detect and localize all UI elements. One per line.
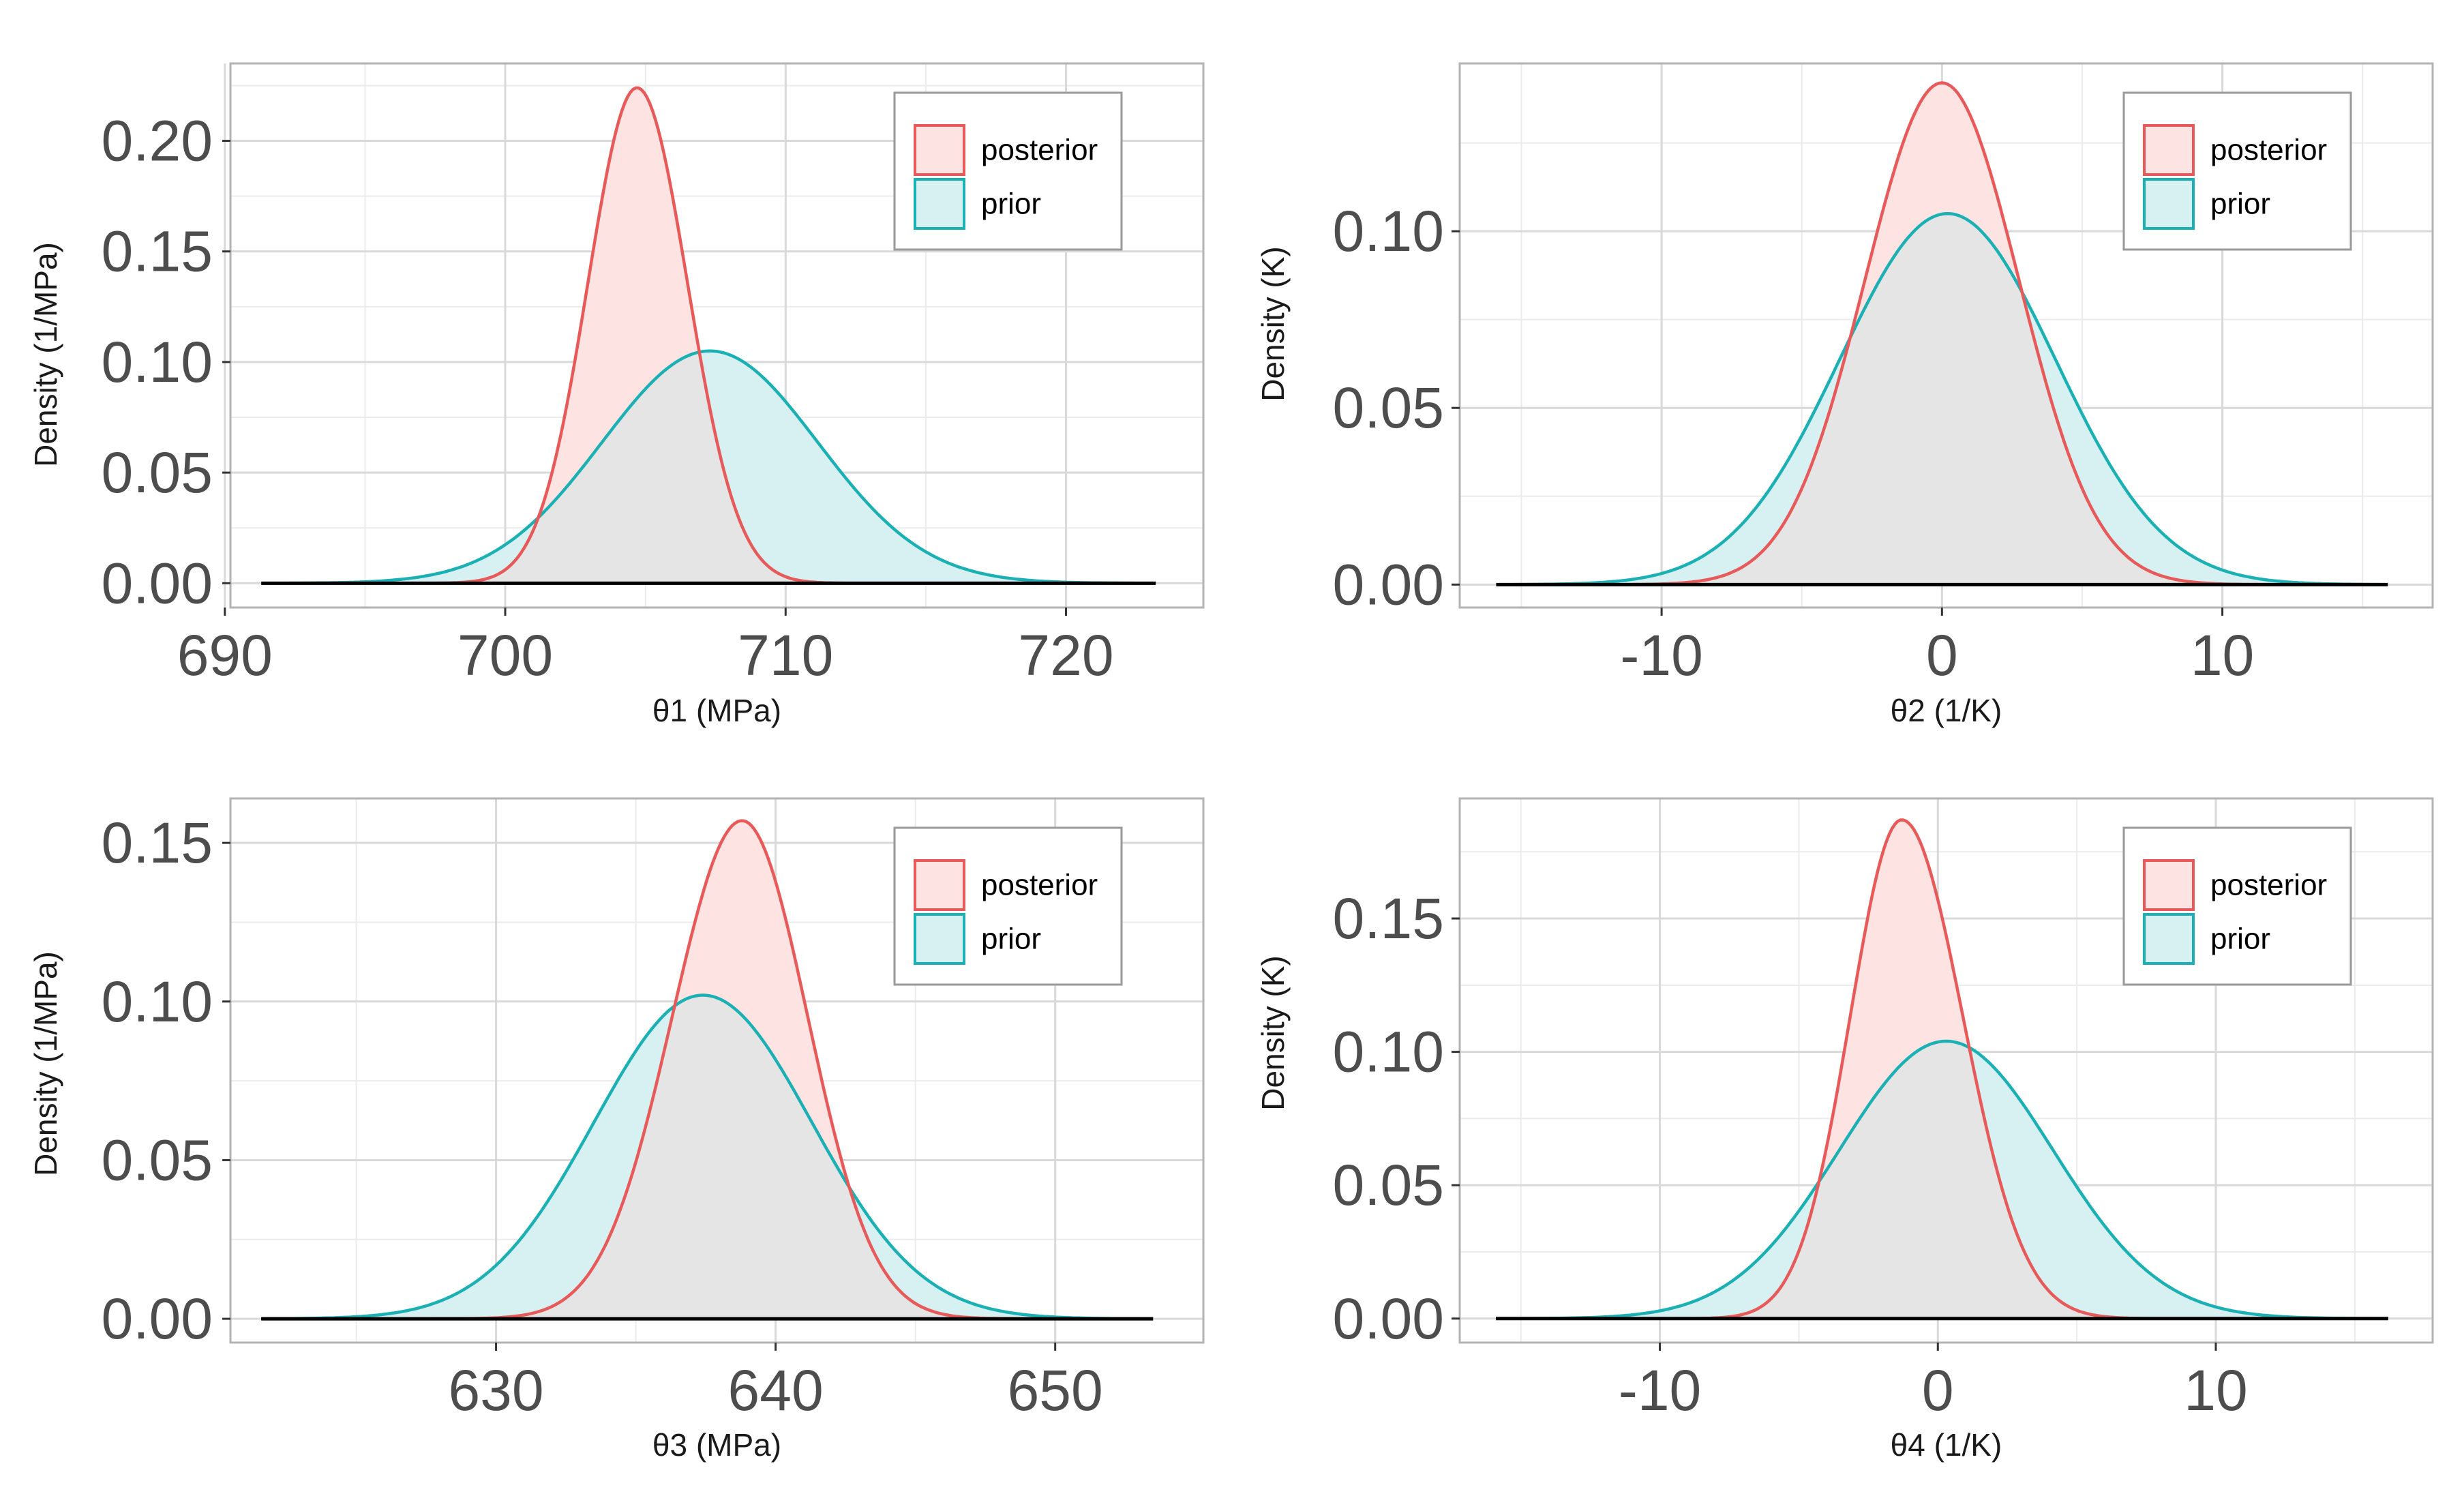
y-tick-label: 0.05 <box>102 1128 213 1192</box>
legend-key-posterior <box>914 124 965 176</box>
x-tick-label: 650 <box>1008 1358 1103 1422</box>
x-axis-title: θ3 (MPa) <box>652 1427 781 1463</box>
x-tick-label: 720 <box>1018 623 1113 687</box>
y-tick-label: 0.00 <box>1333 552 1445 616</box>
prior-density-line <box>1496 211 2388 586</box>
x-tick-label: 690 <box>177 623 273 687</box>
x-tick-label: 10 <box>2191 623 2254 687</box>
legend-label: prior <box>2210 188 2270 221</box>
y-axis-title: Density (K) <box>1255 955 1291 1110</box>
density-panel-bottom-left: 0.00 0.05 0.10 0.15 630 640 650 θ3 (MPa) Density… <box>28 797 1205 1463</box>
legend-key-prior <box>914 913 965 965</box>
x-axis-title: θ1 (MPa) <box>652 693 781 728</box>
prior-density-line <box>261 993 1154 1321</box>
y-tick-label: 0.20 <box>102 109 213 173</box>
y-tick-label: 0.05 <box>1333 1153 1445 1217</box>
legend-label: prior <box>2210 923 2270 956</box>
legend-key-posterior <box>2143 859 2195 911</box>
plot-area <box>1496 81 2388 586</box>
x-tick-label: -10 <box>1619 1358 1701 1422</box>
prior-density-line <box>1496 1039 2388 1320</box>
y-tick-label: 0.10 <box>1333 199 1445 263</box>
y-tick-label: 0.10 <box>102 970 213 1034</box>
x-tick-label: 630 <box>448 1358 543 1422</box>
overlap-density-area <box>1496 213 2388 585</box>
x-tick-label: -10 <box>1620 623 1702 687</box>
legend: posterior prior <box>2122 91 2352 251</box>
x-tick-label: 700 <box>457 623 553 687</box>
plot-area <box>261 819 1154 1321</box>
plot-area <box>261 86 1156 585</box>
x-tick-label: 10 <box>2184 1358 2247 1422</box>
y-tick-label: 0.15 <box>1333 886 1445 951</box>
legend-key-prior <box>2143 178 2195 230</box>
x-tick-label: 710 <box>738 623 833 687</box>
density-panel-top-right: 0.00 0.05 0.10 -10 0 10 θ2 (1/K) Density (K) pos… <box>1255 62 2434 728</box>
y-tick-label: 0.05 <box>102 440 213 505</box>
legend-key-prior <box>914 178 965 230</box>
x-axis-title: θ2 (1/K) <box>1891 693 2002 728</box>
x-axis-title: θ4 (1/K) <box>1891 1427 2002 1463</box>
y-tick-label: 0.05 <box>1333 376 1445 440</box>
legend-key-prior <box>2143 913 2195 965</box>
plot-area <box>1496 818 2388 1321</box>
legend: posterior prior <box>893 91 1123 251</box>
density-panel-bottom-right: 0.00 0.05 0.10 0.15 -10 0 10 θ4 (1/K) Density (K… <box>1255 797 2434 1463</box>
panel-border <box>1458 797 2434 1344</box>
legend-label: posterior <box>2210 134 2327 167</box>
legend: posterior prior <box>2122 826 2352 986</box>
x-tick-label: 640 <box>728 1358 824 1422</box>
prior-density-line <box>261 349 1156 585</box>
y-axis-title: Density (1/MPa) <box>28 242 63 467</box>
legend-label: prior <box>981 923 1041 956</box>
y-axis-title: Density (1/MPa) <box>28 951 63 1176</box>
legend-key-posterior <box>914 859 965 911</box>
panel-border <box>229 62 1205 609</box>
x-tick-label: 0 <box>1922 1358 1954 1422</box>
y-tick-label: 0.15 <box>102 220 213 284</box>
legend-key-posterior <box>2143 124 2195 176</box>
panel-border <box>1458 62 2434 609</box>
y-tick-label: 0.10 <box>102 330 213 394</box>
legend-label: posterior <box>981 134 1098 167</box>
legend-label: posterior <box>2210 869 2327 902</box>
legend: posterior prior <box>893 826 1123 986</box>
panel-border <box>229 797 1205 1344</box>
y-tick-label: 0.10 <box>1333 1020 1445 1084</box>
overlap-density-area <box>261 995 1154 1319</box>
legend-label: prior <box>981 188 1041 221</box>
x-tick-label: 0 <box>1926 623 1958 687</box>
y-tick-label: 0.00 <box>1333 1287 1445 1351</box>
density-panel-top-left: 0.00 0.05 0.10 0.15 0.20 690 700 710 720 θ1 (MPa)… <box>28 62 1205 728</box>
y-tick-label: 0.00 <box>102 1287 213 1351</box>
legend-label: posterior <box>981 869 1098 902</box>
y-axis-title: Density (K) <box>1255 246 1291 401</box>
y-tick-label: 0.15 <box>102 811 213 875</box>
overlap-density-area <box>1496 1041 2388 1319</box>
y-tick-label: 0.00 <box>102 551 213 615</box>
overlap-density-area <box>261 353 1156 584</box>
